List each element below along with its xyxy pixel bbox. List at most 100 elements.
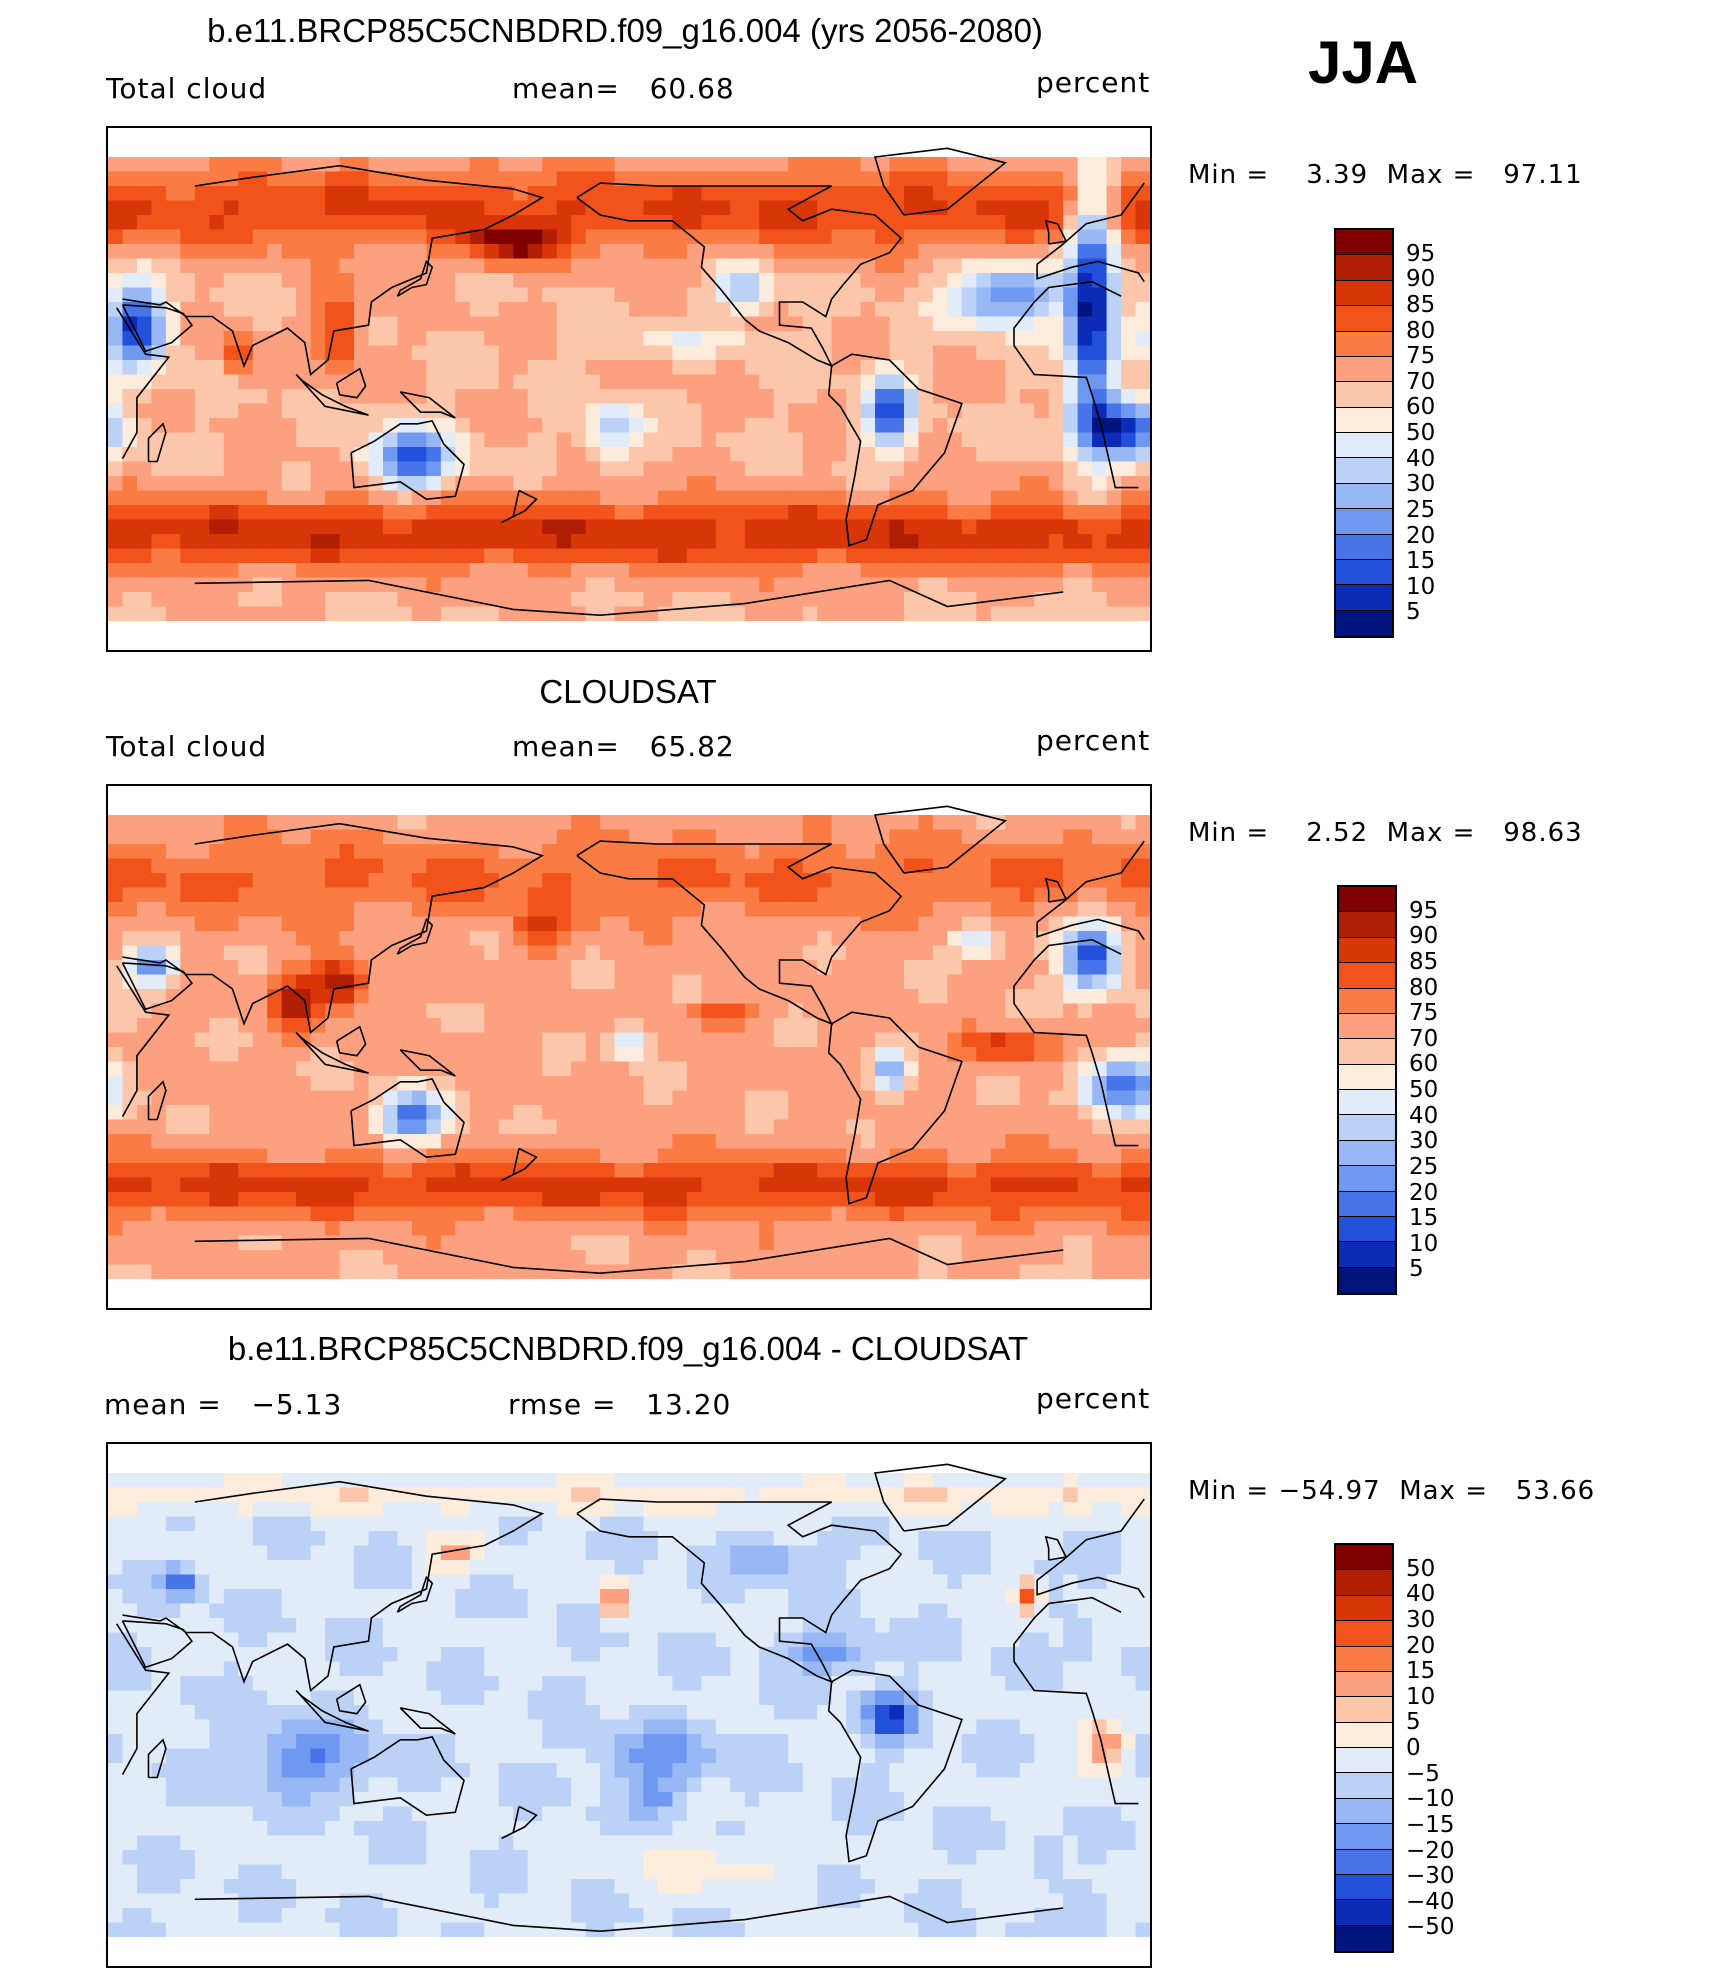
field-cell	[947, 858, 963, 874]
field-cell	[310, 403, 326, 419]
field-cell	[730, 1148, 746, 1164]
field-cell	[686, 916, 702, 932]
field-cell	[788, 157, 804, 173]
field-cell	[339, 960, 355, 976]
field-cell	[1121, 1032, 1137, 1048]
field-cell	[339, 577, 355, 593]
field-cell	[1121, 534, 1137, 550]
field-cell	[252, 316, 268, 332]
field-cell	[122, 287, 138, 303]
field-cell	[686, 844, 702, 860]
field-cell	[209, 621, 225, 637]
field-cell	[223, 1221, 239, 1237]
field-cell	[643, 360, 659, 376]
field-cell	[426, 829, 442, 845]
field-cell	[296, 635, 312, 650]
field-cell	[455, 1235, 471, 1251]
field-cell	[744, 1047, 760, 1063]
field-cell	[701, 931, 717, 947]
field-cell	[831, 577, 847, 593]
field-cell	[932, 960, 948, 976]
field-cell	[831, 215, 847, 231]
field-cell	[875, 945, 891, 961]
field-cell	[194, 873, 210, 889]
field-cell	[382, 989, 399, 1005]
field-cell	[267, 200, 283, 216]
field-cell	[556, 374, 572, 390]
field-cell	[281, 1221, 297, 1237]
field-cell	[701, 200, 717, 216]
field-cell	[238, 1134, 254, 1150]
field-cell	[846, 1221, 862, 1237]
field-cell	[325, 635, 341, 650]
field-cell	[788, 989, 804, 1005]
field-cell	[802, 1177, 818, 1193]
field-cell	[542, 505, 558, 521]
field-cell	[209, 374, 225, 390]
field-cell	[209, 887, 225, 903]
field-cell	[469, 1148, 485, 1164]
field-cell	[918, 931, 934, 947]
field-cell	[571, 302, 587, 318]
field-cell	[194, 960, 210, 976]
field-cell	[773, 916, 789, 932]
field-cell	[1019, 389, 1035, 405]
field-cell	[339, 229, 355, 245]
field-cell	[368, 635, 384, 650]
field-cell	[773, 829, 789, 845]
field-cell	[252, 490, 268, 506]
field-cell	[1121, 592, 1137, 608]
field-cell	[194, 1177, 210, 1193]
field-cell	[527, 157, 543, 173]
field-cell	[961, 1134, 977, 1150]
field-cell	[310, 829, 326, 845]
field-cell	[744, 1148, 760, 1164]
field-cell	[542, 858, 558, 874]
field-cell	[817, 1090, 833, 1106]
field-cell	[730, 931, 746, 947]
field-cell	[1063, 389, 1079, 405]
field-cell	[860, 989, 876, 1005]
field-cell	[1048, 418, 1064, 434]
field-cell	[686, 960, 702, 976]
field-cell	[325, 157, 341, 173]
field-cell	[180, 186, 196, 202]
field-cell	[180, 858, 196, 874]
field-cell	[643, 229, 659, 245]
field-cell	[817, 592, 833, 608]
field-cell	[831, 490, 847, 506]
field-cell	[657, 1134, 674, 1150]
field-cell	[194, 1148, 210, 1164]
field-cell	[151, 989, 167, 1005]
field-cell	[498, 1032, 514, 1048]
field-cell	[1121, 142, 1137, 158]
field-cell	[498, 534, 514, 550]
field-cell	[629, 418, 645, 434]
field-cell	[1005, 490, 1021, 506]
field-cell	[455, 1221, 471, 1237]
field-cell	[455, 273, 471, 289]
field-cell	[411, 418, 427, 434]
field-cell	[325, 902, 341, 918]
field-cell	[715, 989, 731, 1005]
field-cell	[571, 1090, 587, 1106]
field-cell	[672, 1061, 688, 1077]
field-cell	[354, 534, 370, 550]
field-cell	[1063, 476, 1079, 492]
field-cell	[947, 1105, 963, 1121]
field-cell	[281, 1177, 297, 1193]
field-cell	[686, 548, 702, 564]
field-cell	[339, 606, 355, 622]
field-cell	[715, 215, 731, 231]
field-cell	[831, 418, 847, 434]
field-cell	[817, 534, 833, 550]
field-cell	[194, 1061, 210, 1077]
field-cell	[1106, 273, 1122, 289]
field-cell	[397, 606, 413, 622]
field-cell	[614, 1047, 630, 1063]
field-cell	[918, 534, 934, 550]
field-cell	[990, 1076, 1006, 1092]
field-cell	[860, 1076, 876, 1092]
field-cell	[527, 548, 543, 564]
field-cell	[281, 171, 297, 187]
